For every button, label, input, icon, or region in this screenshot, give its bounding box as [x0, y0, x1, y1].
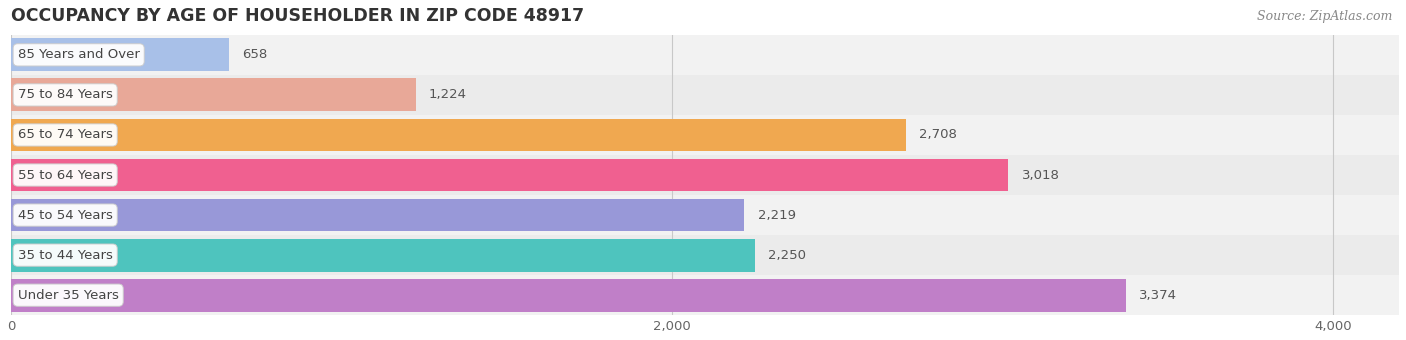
Bar	[11, 195, 1399, 235]
Bar	[11, 199, 744, 232]
Bar	[11, 275, 1399, 315]
Bar	[11, 75, 1399, 115]
Bar	[11, 158, 1008, 191]
Text: Under 35 Years: Under 35 Years	[18, 289, 118, 302]
Bar	[11, 38, 229, 71]
Text: Source: ZipAtlas.com: Source: ZipAtlas.com	[1257, 10, 1392, 23]
Bar	[11, 79, 416, 111]
Text: 2,219: 2,219	[758, 208, 796, 222]
Text: 65 to 74 Years: 65 to 74 Years	[18, 129, 112, 141]
Text: 55 to 64 Years: 55 to 64 Years	[18, 169, 112, 182]
Text: 1,224: 1,224	[429, 88, 467, 101]
Bar	[11, 235, 1399, 275]
Text: 3,018: 3,018	[1022, 169, 1060, 182]
Text: 85 Years and Over: 85 Years and Over	[18, 48, 139, 61]
Text: 35 to 44 Years: 35 to 44 Years	[18, 249, 112, 261]
Text: 45 to 54 Years: 45 to 54 Years	[18, 208, 112, 222]
Bar	[11, 279, 1126, 311]
Text: 2,708: 2,708	[920, 129, 957, 141]
Bar	[11, 239, 755, 272]
Bar	[11, 35, 1399, 75]
Text: 3,374: 3,374	[1139, 289, 1177, 302]
Text: 2,250: 2,250	[768, 249, 806, 261]
Bar	[11, 115, 1399, 155]
Text: 75 to 84 Years: 75 to 84 Years	[18, 88, 112, 101]
Text: 658: 658	[242, 48, 267, 61]
Bar	[11, 119, 905, 151]
Text: OCCUPANCY BY AGE OF HOUSEHOLDER IN ZIP CODE 48917: OCCUPANCY BY AGE OF HOUSEHOLDER IN ZIP C…	[11, 7, 585, 25]
Bar	[11, 155, 1399, 195]
